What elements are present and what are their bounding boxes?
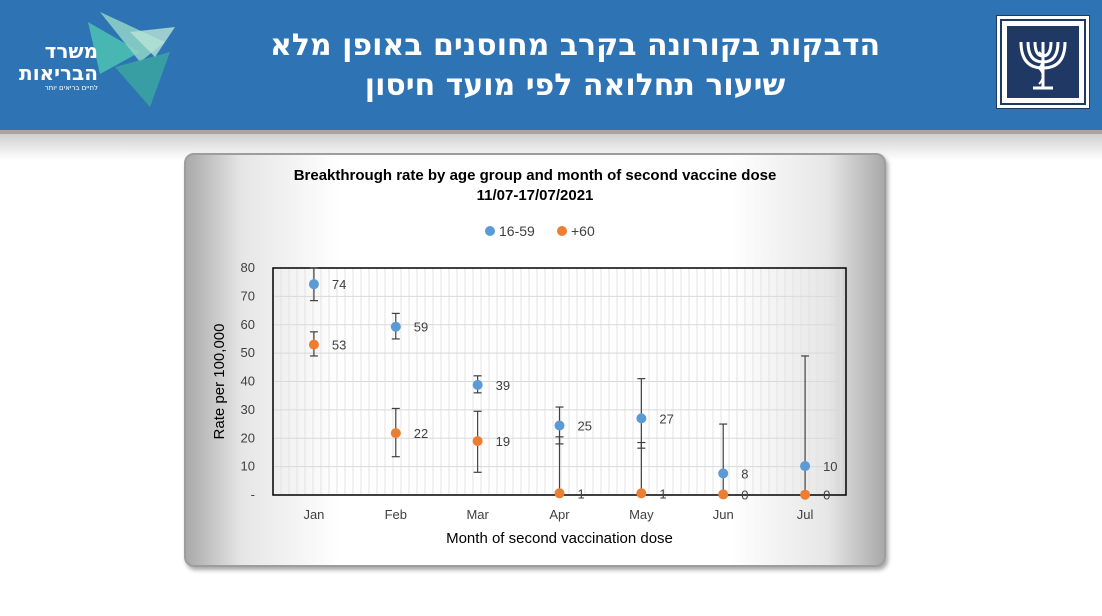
y-tick-label: 10 (241, 459, 255, 474)
data-point (718, 468, 729, 479)
chart-title: Breakthrough rate by age group and month… (293, 167, 777, 184)
data-point (718, 489, 729, 500)
data-point (636, 413, 647, 424)
y-tick-label: - (251, 487, 255, 502)
data-point (800, 461, 811, 472)
ministry-logo-icon (88, 12, 175, 107)
data-label: 74 (332, 277, 346, 292)
logo-name-line2: הבריאות (19, 61, 98, 85)
data-point (554, 420, 565, 431)
data-label: 25 (578, 418, 592, 433)
logo-name: משרד הבריאות (8, 40, 98, 84)
page-title-line1: הדבקות בקורונה בקרב מחוסנים באופן מלא (269, 28, 881, 63)
x-tick-label: Jan (303, 507, 324, 522)
data-label: 59 (414, 320, 428, 335)
data-label: 0 (741, 487, 748, 502)
y-tick-label: 70 (241, 288, 255, 303)
y-tick-label: 20 (241, 430, 255, 445)
data-label: 10 (823, 459, 837, 474)
data-label: 53 (332, 338, 346, 353)
x-tick-label: Jun (713, 507, 734, 522)
logo-name-line1: משרד (44, 39, 98, 63)
chart-title-block: Breakthrough rate by age group and month… (184, 166, 886, 206)
data-label: 1 (578, 486, 585, 501)
data-label: 1 (659, 486, 666, 501)
header-banner (0, 0, 1102, 130)
y-tick-label: 40 (241, 374, 255, 389)
data-point (800, 489, 811, 500)
page-title-line2: שיעור תחלואה לפי מועד חיסון (364, 68, 786, 103)
data-point (636, 488, 647, 499)
y-tick-label: 80 (241, 260, 255, 275)
data-label: 0 (823, 488, 830, 503)
ministry-emblem (996, 15, 1090, 109)
data-label: 27 (659, 411, 673, 426)
x-tick-label: Jul (797, 507, 814, 522)
page-title: הדבקות בקורונה בקרב מחוסנים באופן מלא שי… (230, 26, 920, 106)
menorah-emblem-icon (1000, 19, 1086, 105)
data-point (472, 379, 483, 390)
data-point (390, 428, 401, 439)
data-label: 39 (496, 378, 510, 393)
x-tick-label: Mar (466, 507, 489, 522)
x-tick-label: May (629, 507, 654, 522)
y-tick-label: 50 (241, 345, 255, 360)
chart-subtitle: 11/07-17/07/2021 (476, 187, 594, 204)
x-tick-label: Apr (549, 507, 570, 522)
y-tick-label: 60 (241, 317, 255, 332)
legend-marker (557, 226, 567, 236)
data-label: 22 (414, 426, 428, 441)
legend-label: +60 (571, 223, 595, 239)
data-point (554, 488, 565, 499)
x-tick-label: Feb (385, 507, 407, 522)
header-divider (0, 130, 1102, 134)
y-tick-label: 30 (241, 402, 255, 417)
data-point (308, 279, 319, 290)
y-axis-title: Rate per 100,000 (211, 324, 228, 440)
x-axis-title: Month of second vaccination dose (446, 530, 673, 547)
data-point (390, 321, 401, 332)
data-point (308, 339, 319, 350)
data-point (472, 436, 483, 447)
data-label: 19 (496, 434, 510, 449)
logo-tagline: לחיים בריאים יותר (44, 84, 98, 92)
legend-label: 16-59 (499, 223, 535, 239)
data-label: 8 (741, 466, 748, 481)
legend-marker (485, 226, 495, 236)
